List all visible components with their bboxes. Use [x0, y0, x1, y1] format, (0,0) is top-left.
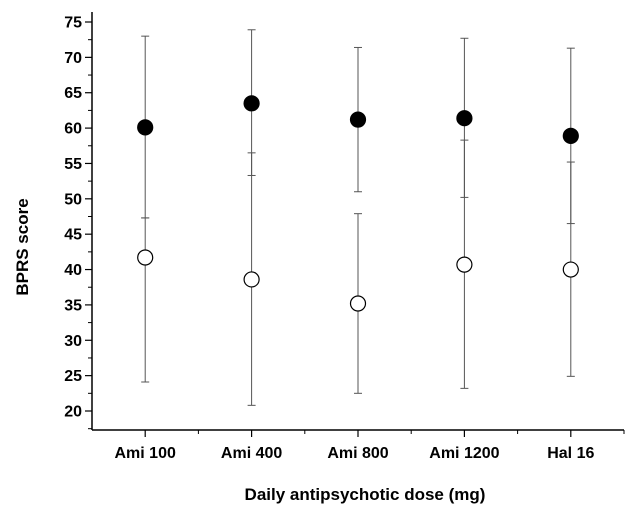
- x-tick-label: Hal 16: [547, 445, 594, 462]
- ticks: 20 25 30 35 40 45 50 55 60 65 70 75 Ami 100 Ami 400 Am…: [64, 15, 625, 462]
- y-tick-label: 35: [64, 297, 82, 314]
- filled-point: [243, 95, 260, 112]
- y-tick-label: 30: [64, 333, 82, 350]
- y-tick-label: 45: [64, 227, 82, 244]
- filled-point: [349, 111, 367, 128]
- filled-point: [137, 119, 154, 136]
- y-tick-label: 70: [64, 50, 82, 67]
- y-axis-title: BPRS score: [13, 198, 32, 295]
- data-points: [137, 95, 579, 312]
- filled-point: [562, 127, 579, 144]
- y-tick-label: 55: [64, 156, 82, 173]
- y-tick-label: 50: [64, 191, 82, 208]
- open-point: [137, 249, 154, 266]
- x-tick-label: Ami 100: [115, 445, 176, 462]
- y-tick-label: 75: [64, 15, 82, 32]
- x-tick-label: Ami 400: [221, 445, 282, 462]
- error-bars: [141, 29, 575, 406]
- y-tick-label: 40: [64, 262, 82, 279]
- y-tick-label: 20: [64, 404, 82, 421]
- x-tick-label: Ami 1200: [429, 445, 499, 462]
- open-point: [456, 256, 473, 273]
- open-point: [349, 295, 367, 312]
- x-axis-title: Daily antipsychotic dose (mg): [245, 485, 486, 504]
- open-point: [562, 261, 579, 278]
- y-tick-label: 60: [64, 121, 82, 138]
- y-tick-label: 65: [64, 85, 82, 102]
- x-tick-label: Ami 800: [327, 445, 388, 462]
- open-point: [243, 271, 260, 288]
- y-tick-label: 25: [64, 368, 82, 385]
- filled-point: [456, 110, 473, 127]
